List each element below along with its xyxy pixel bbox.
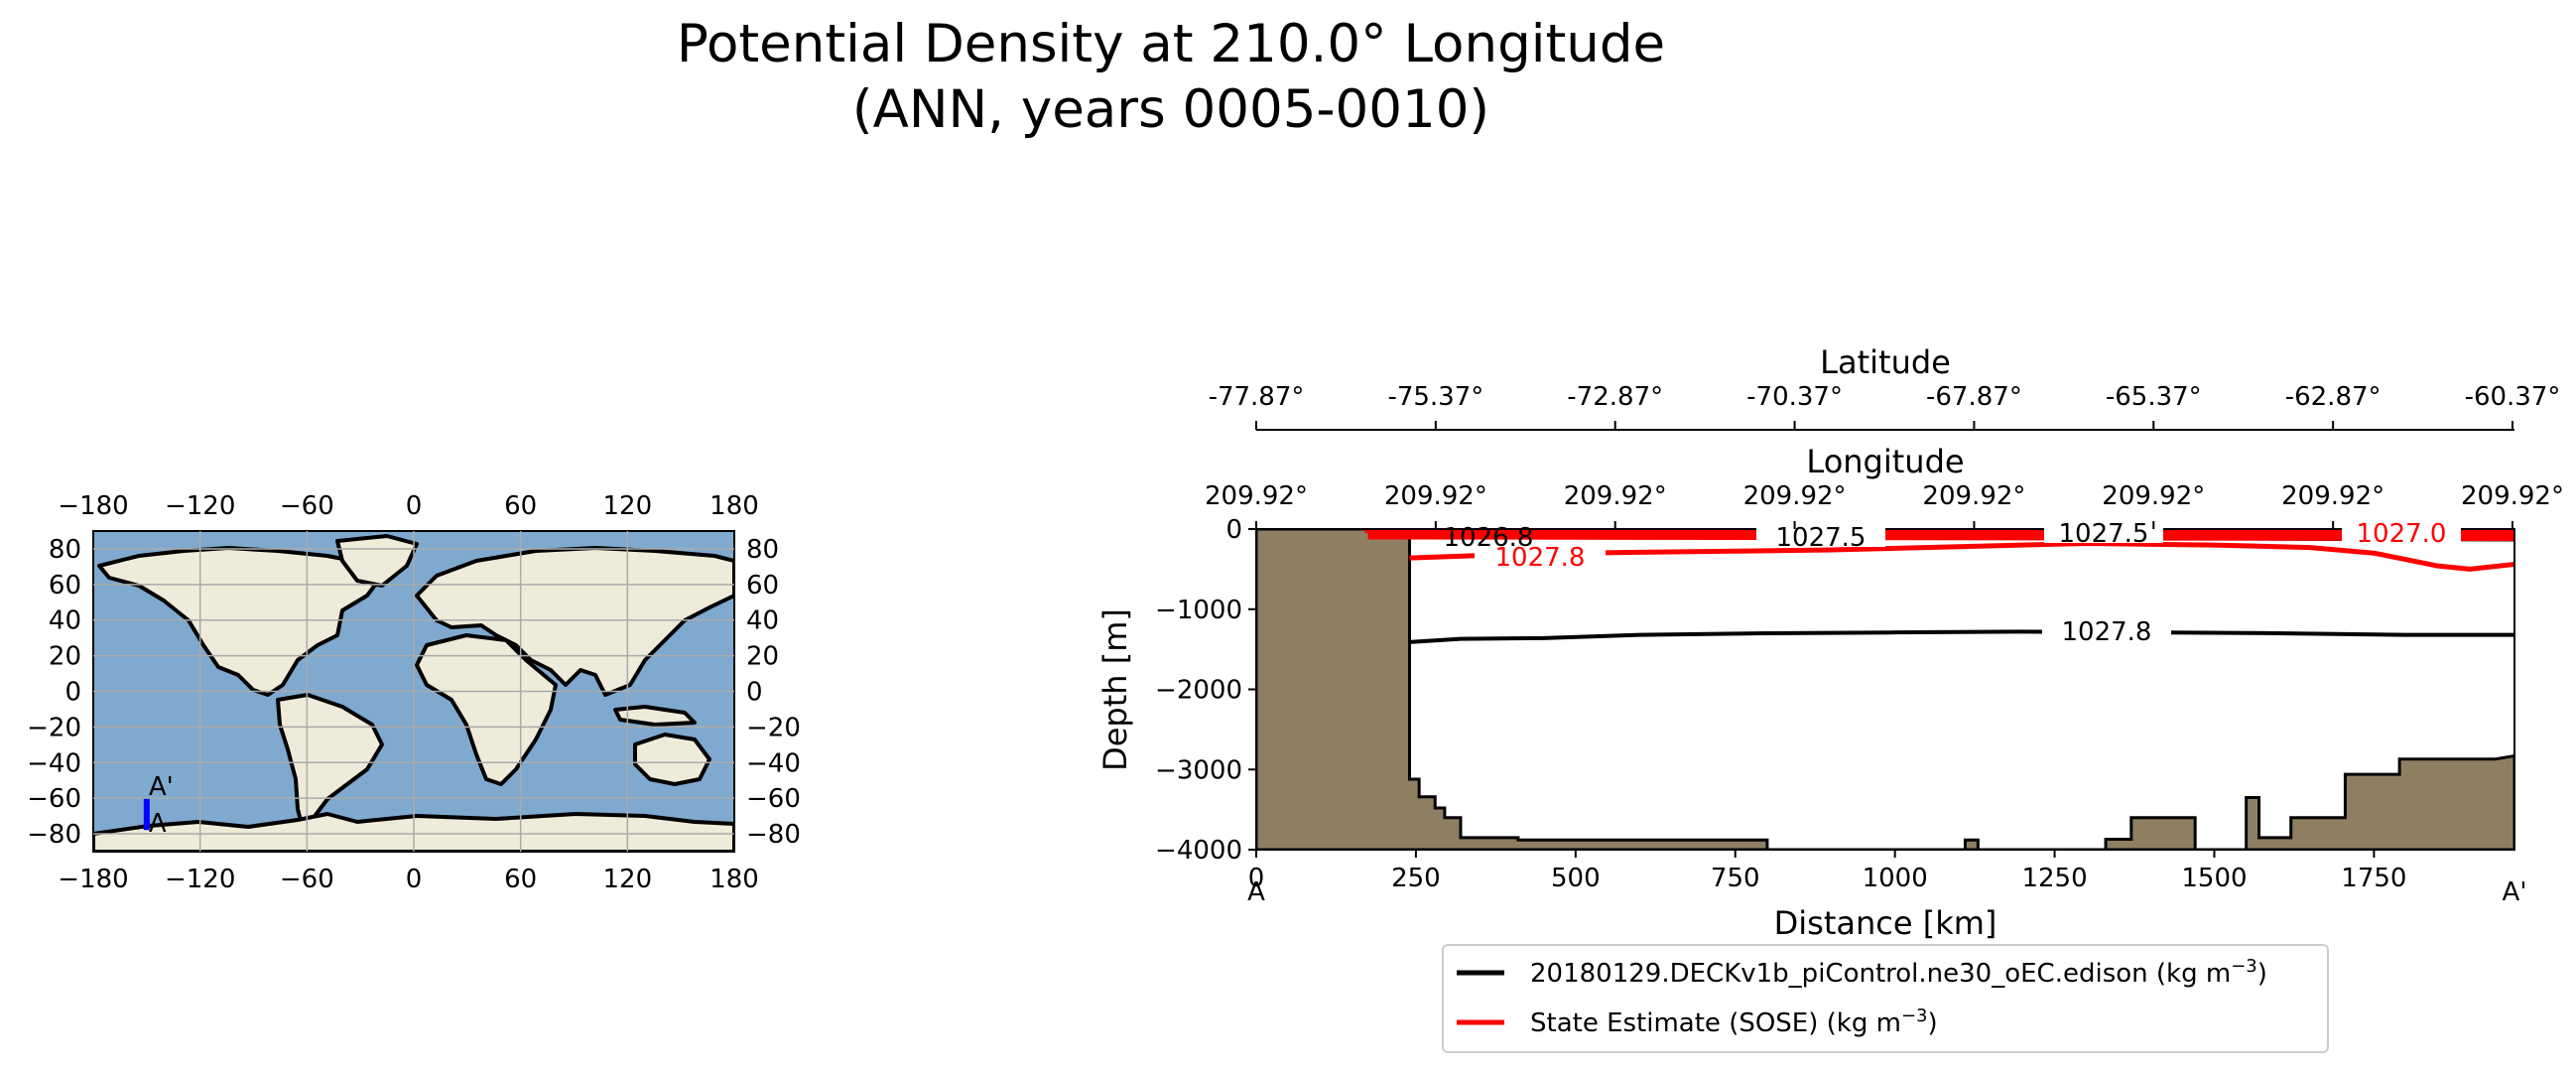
map-lat-tick-right: 0 bbox=[746, 678, 763, 708]
y-tick-label: −3000 bbox=[1155, 755, 1242, 785]
legend-label-model: 20180129.DECKv1b_piControl.ne30_oEC.edis… bbox=[1530, 956, 2267, 989]
latitude-tick-label: -70.37° bbox=[1746, 382, 1843, 412]
latitude-axis-title: Latitude bbox=[1820, 343, 1951, 381]
latitude-tick-label: -65.37° bbox=[2106, 382, 2202, 412]
section-background bbox=[1256, 529, 2514, 850]
longitude-tick-label: 209.92° bbox=[1922, 481, 2025, 511]
clabel-model-1027-8: 1027.8 bbox=[2062, 617, 2152, 647]
x-axis-label: Distance [km] bbox=[1774, 904, 1997, 942]
obs-surface-contour bbox=[1367, 535, 2514, 542]
latitude-tick-label: -60.37° bbox=[2465, 382, 2561, 412]
map-lat-tick-left: 80 bbox=[49, 535, 81, 565]
legend-box bbox=[1442, 944, 2329, 1053]
map-lat-tick-left: 40 bbox=[49, 606, 81, 636]
map-transect-start-label: A bbox=[149, 809, 167, 839]
x-tick-label: 0 bbox=[1248, 864, 1265, 893]
map-lat-tick-right: −60 bbox=[746, 784, 801, 814]
longitude-tick-label: 209.92° bbox=[2102, 481, 2205, 511]
map-lat-tick-left: 60 bbox=[49, 571, 81, 601]
y-tick-label: 0 bbox=[1225, 515, 1242, 545]
map-lon-tick-bottom: 60 bbox=[504, 865, 537, 894]
legend-obs-sup: −3 bbox=[1901, 1006, 1928, 1026]
y-axis-label: Depth [m] bbox=[1096, 608, 1134, 771]
map-lat-tick-right: −20 bbox=[746, 713, 801, 742]
latitude-tick-label: -62.87° bbox=[2285, 382, 2382, 412]
legend-label-obs: State Estimate (SOSE) (kg m−3) bbox=[1530, 1006, 1938, 1038]
contour-labels: 1027.8 1027.8 1027.5 1027.5 1027.0 1026.… bbox=[1444, 519, 2461, 649]
map-lat-tick-right: 80 bbox=[746, 535, 779, 565]
map-lon-tick-top: −60 bbox=[280, 491, 334, 521]
section-ticks: 0 250 500 750 1000 1250 1500 1750 0 −1000 −2000 −30… bbox=[1155, 515, 2406, 893]
longitude-tick-label: 209.92° bbox=[1384, 481, 1487, 511]
x-tick-label: 1000 bbox=[1863, 864, 1928, 893]
map-lat-tick-right: −40 bbox=[746, 748, 801, 778]
x-tick-label: 1750 bbox=[2341, 864, 2406, 893]
map-lon-tick-bottom: −120 bbox=[165, 865, 235, 894]
figure-title-line1: Potential Density at 210.0° Longitude bbox=[677, 14, 1665, 74]
y-tick-label: −4000 bbox=[1155, 836, 1242, 866]
longitude-axis-title: Longitude bbox=[1806, 443, 1964, 480]
endpoint-label-end: A' bbox=[2503, 877, 2527, 907]
map-lon-tick-bottom: −180 bbox=[58, 865, 128, 894]
map-lat-tick-right: 60 bbox=[746, 571, 779, 601]
clabel-model-1027-5-b: 1027.5 bbox=[2059, 519, 2149, 549]
map-transect-end-label: A' bbox=[149, 772, 174, 802]
land-australia bbox=[633, 733, 711, 786]
clabel-model-1027-5-a: 1027.5 bbox=[1776, 523, 1867, 553]
x-tick-label: 1500 bbox=[2181, 864, 2247, 893]
map-lon-tick-top: 180 bbox=[709, 491, 759, 521]
longitude-tick-label: 209.92° bbox=[1743, 481, 1847, 511]
map-lat-tick-left: −40 bbox=[27, 748, 81, 778]
longitude-ticks: 209.92° 209.92° 209.92° 209.92° 209.92° 209.9… bbox=[1205, 481, 2564, 529]
map-lat-tick-right: −80 bbox=[746, 820, 801, 850]
endpoint-label-start: A bbox=[1247, 877, 1265, 907]
map-lat-tick-left: 0 bbox=[64, 678, 81, 708]
inset-map: −180 −180 −120 −120 −60 −60 0 0 60 60 120 120 180 180… bbox=[27, 491, 801, 894]
legend-model-sup: −3 bbox=[2231, 956, 2257, 977]
x-tick-label: 500 bbox=[1551, 864, 1601, 893]
figure-title-line2: (ANN, years 0005-0010) bbox=[852, 79, 1489, 140]
map-lon-tick-bottom: −60 bbox=[280, 865, 334, 894]
clabel-obs-1027-8: 1027.8 bbox=[1495, 543, 1586, 573]
map-lat-tick-right: 20 bbox=[746, 642, 779, 672]
map-lat-tick-left: 20 bbox=[49, 642, 81, 672]
longitude-tick-label: 209.92° bbox=[2281, 481, 2384, 511]
latitude-ticks: -77.87° -75.37° -72.87° -70.37° -67.87° -65.3… bbox=[1209, 382, 2561, 430]
latitude-tick-label: -75.37° bbox=[1387, 382, 1483, 412]
latitude-tick-label: -77.87° bbox=[1209, 382, 1305, 412]
map-lat-tick-left: −20 bbox=[27, 713, 81, 742]
map-lon-tick-bottom: 180 bbox=[709, 865, 759, 894]
model-contour-1027-8 bbox=[1409, 629, 2514, 644]
map-gridlines bbox=[93, 531, 734, 852]
map-lon-tick-top: −180 bbox=[58, 491, 128, 521]
clabel-model-1026-8: 1026.8 bbox=[1444, 523, 1534, 553]
map-lon-tick-bottom: 120 bbox=[603, 865, 653, 894]
map-lat-tick-right: 40 bbox=[746, 606, 779, 636]
map-lat-tick-left: −80 bbox=[27, 820, 81, 850]
map-tick-labels: −180 −180 −120 −120 −60 −60 0 0 60 60 120 120 180 180… bbox=[27, 491, 801, 894]
map-lon-tick-top: −120 bbox=[165, 491, 235, 521]
latitude-tick-label: -72.87° bbox=[1567, 382, 1663, 412]
map-lon-tick-top: 60 bbox=[504, 491, 537, 521]
land-south-america bbox=[276, 693, 384, 831]
longitude-tick-label: 209.92° bbox=[1205, 481, 1308, 511]
land-indonesia bbox=[613, 705, 697, 727]
transect-section: 0 250 500 750 1000 1250 1500 1750 0 −1000 −2000 −30… bbox=[1096, 343, 2564, 942]
map-lon-tick-bottom: 0 bbox=[406, 865, 423, 894]
map-lon-tick-top: 0 bbox=[406, 491, 423, 521]
x-tick-label: 1250 bbox=[2021, 864, 2087, 893]
longitude-tick-label: 209.92° bbox=[1564, 481, 1667, 511]
legend: 20180129.DECKv1b_piControl.ne30_oEC.edis… bbox=[1442, 944, 2329, 1053]
clabel-obs-1027-0: 1027.0 bbox=[2357, 519, 2447, 549]
x-tick-label: 250 bbox=[1391, 864, 1441, 893]
bathymetry-fill bbox=[1256, 529, 2514, 850]
map-lon-tick-top: 120 bbox=[603, 491, 653, 521]
y-tick-label: −1000 bbox=[1155, 596, 1242, 625]
map-lat-tick-left: −60 bbox=[27, 784, 81, 814]
latitude-tick-label: -67.87° bbox=[1926, 382, 2022, 412]
x-tick-label: 750 bbox=[1711, 864, 1760, 893]
longitude-tick-label: 209.92° bbox=[2461, 481, 2564, 511]
y-tick-label: −2000 bbox=[1155, 676, 1242, 706]
